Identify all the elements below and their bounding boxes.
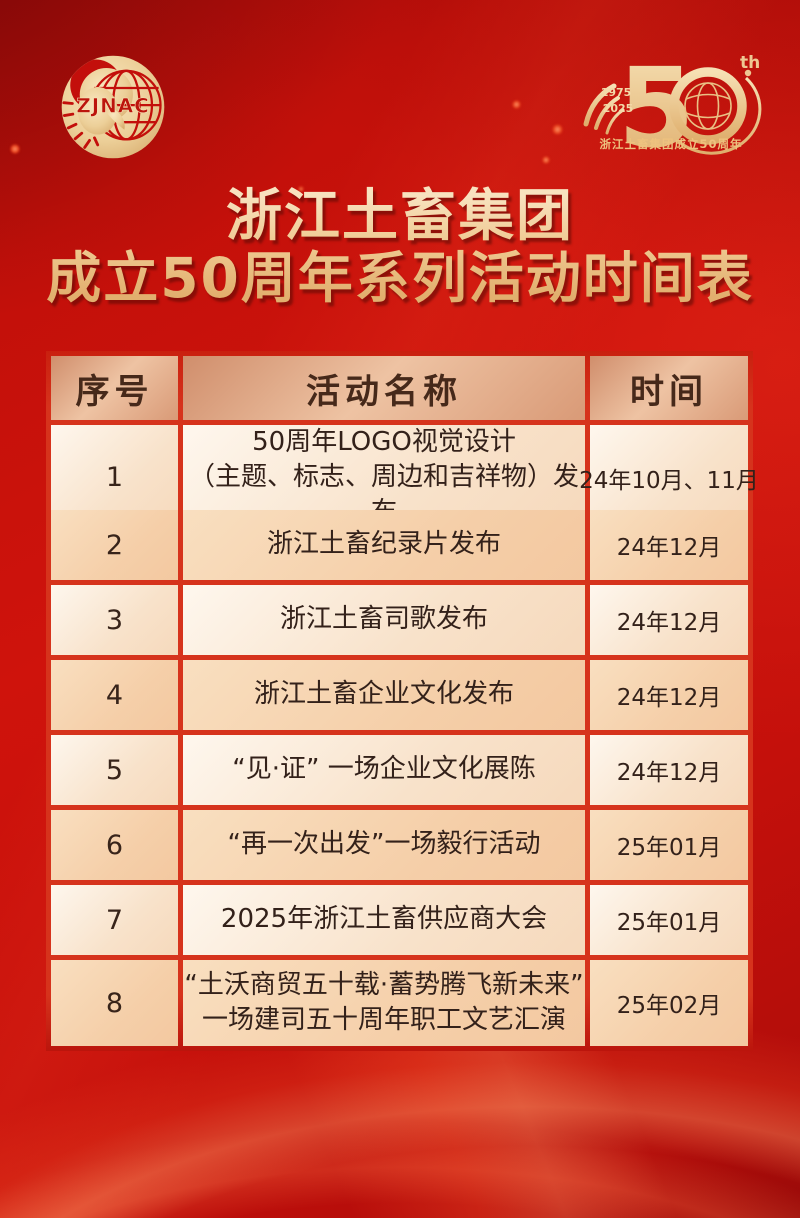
poster-title: 浙江土畜集团 成立50周年系列活动时间表	[0, 186, 800, 308]
zjnac-logo-text: ZJNAC	[76, 94, 149, 118]
table-row: 2 浙江土畜纪录片发布 24年12月	[51, 510, 748, 580]
row-time: 25年01月	[590, 810, 748, 880]
anniversary-50-emblem: 5 th 1975 2025 浙江土畜集团成立50周年	[578, 28, 764, 168]
row-activity-name: 浙江土畜纪录片发布	[183, 510, 585, 580]
row-number: 6	[51, 810, 178, 880]
zjnac-logo: ZJNAC	[56, 50, 170, 164]
emblem-year-start: 1975	[601, 86, 632, 99]
schedule-table: 序号 活动名称 时间 1 50周年LOGO视觉设计 （主题、标志、周边和吉祥物）…	[46, 351, 759, 1051]
table-row: 4 浙江土畜企业文化发布 24年12月	[51, 660, 748, 730]
row-number: 2	[51, 510, 178, 580]
globe-zero-icon	[669, 67, 762, 155]
table-row: 5 “见·证” 一场企业文化展陈 24年12月	[51, 735, 748, 805]
table-row: 1 50周年LOGO视觉设计 （主题、标志、周边和吉祥物）发布 24年10月、1…	[51, 425, 759, 531]
header-time: 时间	[590, 356, 748, 420]
wing-icon	[583, 83, 625, 135]
table-header-row: 序号 活动名称 时间	[51, 356, 748, 420]
row-activity-name: 浙江土畜司歌发布	[183, 585, 585, 655]
poster-title-line2: 成立50周年系列活动时间表	[46, 245, 754, 310]
header-no: 序号	[51, 356, 178, 420]
row-number: 3	[51, 585, 178, 655]
table-row: 8 “土沃商贸五十载·蓄势腾飞新未来” 一场建司五十周年职工文艺汇演 25年02…	[51, 960, 748, 1046]
poster-title-line1: 浙江土畜集团	[226, 184, 574, 249]
header-activity-name: 活动名称	[183, 356, 585, 420]
row-number: 5	[51, 735, 178, 805]
row-activity-name: “土沃商贸五十载·蓄势腾飞新未来” 一场建司五十周年职工文艺汇演	[183, 960, 585, 1046]
table-row: 3 浙江土畜司歌发布 24年12月	[51, 585, 748, 655]
row-number: 4	[51, 660, 178, 730]
row-time: 24年12月	[590, 585, 748, 655]
sparkle-dot	[552, 124, 563, 135]
emblem-suffix-th: th	[740, 53, 760, 73]
row-time: 24年12月	[590, 660, 748, 730]
row-time: 25年01月	[590, 885, 748, 955]
row-number: 8	[51, 960, 178, 1046]
sparkle-dot	[542, 156, 550, 164]
row-time: 25年02月	[590, 960, 748, 1046]
row-activity-name: 2025年浙江土畜供应商大会	[183, 885, 585, 955]
row-activity-name: “再一次出发”一场毅行活动	[183, 810, 585, 880]
row-number: 7	[51, 885, 178, 955]
row-activity-name: 浙江土畜企业文化发布	[183, 660, 585, 730]
emblem-caption: 浙江土畜集团成立50周年	[599, 137, 743, 151]
sparkle-dot	[512, 100, 521, 109]
row-time: 24年12月	[590, 735, 748, 805]
zjnac-logo-icon: ZJNAC	[61, 55, 165, 159]
table-row: 6 “再一次出发”一场毅行活动 25年01月	[51, 810, 748, 880]
row-time: 24年12月	[590, 510, 748, 580]
anniversary-50-icon: 5 th 1975 2025	[583, 44, 762, 163]
row-activity-name: “见·证” 一场企业文化展陈	[183, 735, 585, 805]
emblem-year-end: 2025	[603, 102, 634, 115]
sparkle-dot	[10, 144, 20, 154]
table-row: 7 2025年浙江土畜供应商大会 25年01月	[51, 885, 748, 955]
